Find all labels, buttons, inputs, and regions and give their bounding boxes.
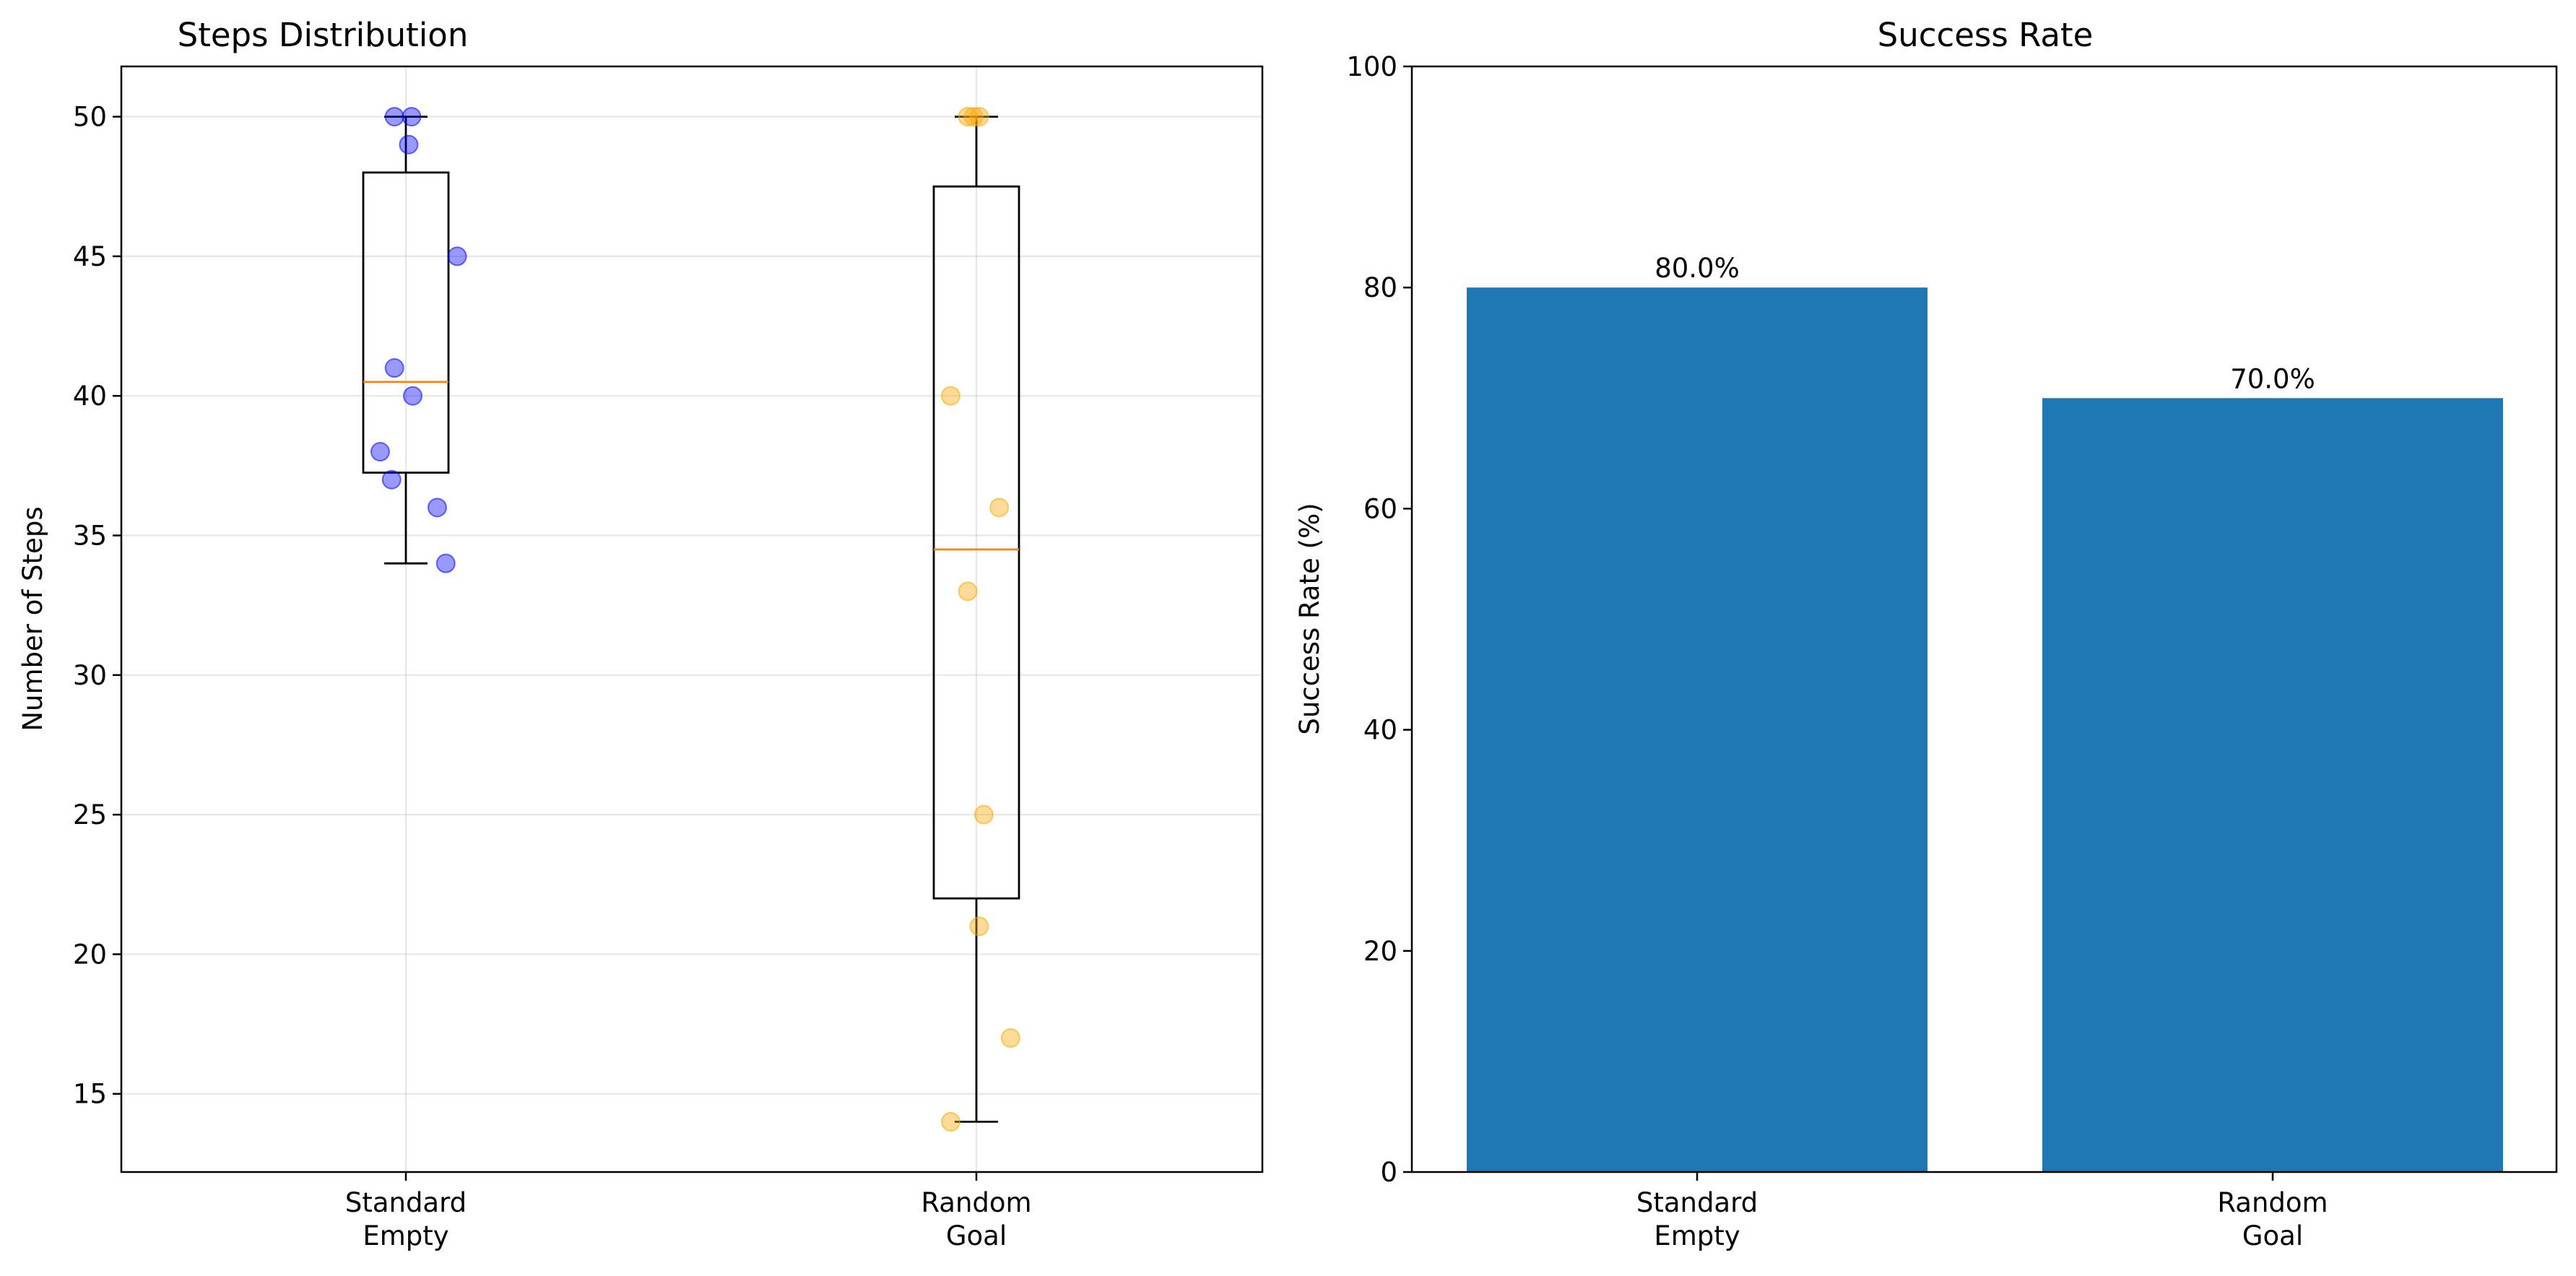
box-y-tick-label: 30 <box>73 660 107 691</box>
data-point <box>1000 1028 1020 1048</box>
bar-y-ticks: 0 20 40 60 80 100 <box>1346 51 1412 1188</box>
box-y-tick-label: 15 <box>73 1079 107 1110</box>
data-point <box>958 581 978 602</box>
bar-y-tick-label: 0 <box>1380 1157 1397 1188</box>
box-y-tick-label: 25 <box>73 799 107 830</box>
bar-y-tick-label: 80 <box>1363 272 1397 303</box>
data-point <box>399 134 419 155</box>
steps-distribution-title: Steps Distribution <box>178 16 469 54</box>
box-y-tick-label: 35 <box>73 521 107 552</box>
box-y-tick-label: 45 <box>73 241 107 272</box>
iqr-box <box>932 185 1020 900</box>
data-point <box>427 498 447 518</box>
success-rate-panel: Success Rate 80.0% 70.0% 0 20 40 60 80 100 Sta… <box>1294 16 2558 1251</box>
iqr-box <box>362 171 450 474</box>
box-marks <box>362 116 1020 1123</box>
box-y-axis-label: Number of Steps <box>17 506 48 731</box>
success-rate-title: Success Rate <box>1878 16 2094 54</box>
data-point <box>370 442 390 462</box>
bar-y-tick-label: 60 <box>1363 493 1397 524</box>
box-x-tick-label: Random Goal <box>921 1187 1031 1251</box>
bar-x-tick-label: Standard Empty <box>1636 1187 1758 1251</box>
data-point <box>969 916 989 937</box>
box-x-ticks: Standard Empty Random Goal <box>345 1172 1032 1251</box>
data-point <box>989 498 1010 518</box>
bar <box>1467 287 1927 1173</box>
data-point <box>963 107 984 127</box>
box-points <box>370 107 1020 1132</box>
data-point <box>958 107 978 127</box>
bar-x-tick-label: Random Goal <box>2217 1187 2328 1251</box>
data-point <box>973 804 994 825</box>
bar-y-axis-label: Success Rate (%) <box>1294 503 1325 734</box>
box-x-tick-label: Standard Empty <box>345 1187 467 1251</box>
data-point <box>447 246 467 266</box>
bar <box>2042 398 2503 1172</box>
box-1 <box>362 116 450 565</box>
box-y-tick-label: 50 <box>73 102 107 133</box>
bar-value-label: 70.0% <box>2230 363 2315 394</box>
data-point <box>402 107 422 127</box>
data-point <box>940 1111 960 1132</box>
data-point <box>384 107 404 127</box>
data-point <box>435 553 456 573</box>
box-y-tick-label: 40 <box>73 381 107 412</box>
bar-marks: 80.0% 70.0% <box>1467 253 2503 1173</box>
bar-y-tick-label: 20 <box>1363 936 1397 967</box>
bar-x-ticks: Standard Empty Random Goal <box>1636 1172 2328 1251</box>
box-y-ticks: 15 20 25 30 35 40 45 50 <box>73 102 121 1110</box>
bar-plot-frame <box>1410 65 2558 1173</box>
bar-y-tick-label: 100 <box>1346 51 1397 82</box>
data-point <box>381 469 402 490</box>
bar-value-label: 80.0% <box>1655 253 1740 284</box>
steps-distribution-panel: Steps Distribution 15 20 25 30 35 40 45 50 Stan… <box>17 16 1264 1251</box>
data-point <box>969 107 989 127</box>
box-grid <box>121 66 1262 1172</box>
box-y-tick-label: 20 <box>73 939 107 970</box>
data-point <box>940 386 960 406</box>
data-point <box>402 386 422 406</box>
box-plot-frame <box>120 65 1264 1173</box>
data-point <box>384 358 404 378</box>
bar-y-tick-label: 40 <box>1363 715 1397 746</box>
